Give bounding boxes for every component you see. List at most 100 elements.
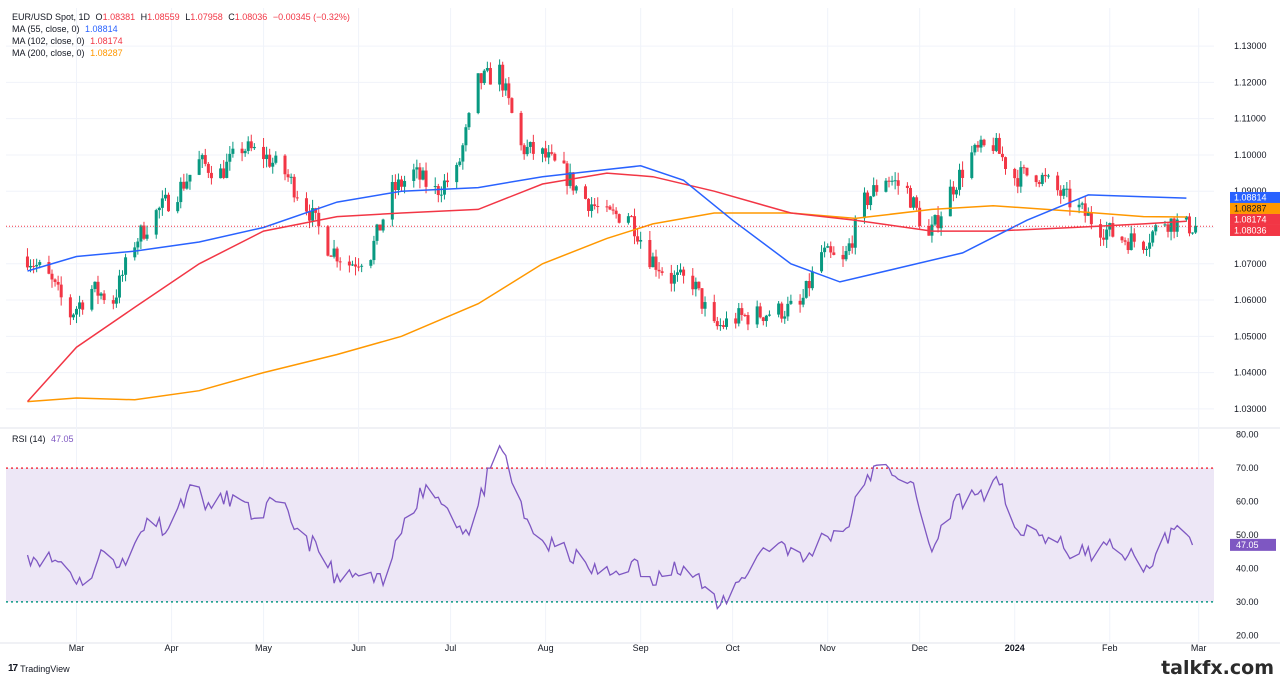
- ma55-legend[interactable]: MA (55, close, 0) 1.08814: [12, 24, 118, 34]
- candle-body: [347, 261, 351, 266]
- candle-body: [381, 219, 385, 231]
- candle-body: [482, 70, 486, 84]
- rsi-line: [26, 444, 1194, 611]
- price-tick-label: 1.12000: [1234, 77, 1267, 87]
- time-tick-label: 2024: [1005, 643, 1025, 653]
- candle-body: [948, 186, 952, 217]
- candle-body: [1016, 178, 1020, 187]
- open-value: 1.08381: [102, 12, 136, 22]
- candle-body: [114, 297, 118, 304]
- candle-body: [611, 209, 615, 211]
- candle-body: [826, 246, 830, 248]
- candle-body: [225, 161, 229, 178]
- candle-body: [372, 240, 376, 261]
- rsi-tick-label: 70.00: [1236, 463, 1259, 473]
- candle-body: [1105, 229, 1109, 240]
- candle-body: [176, 202, 180, 212]
- candle-body: [973, 144, 977, 153]
- candle-body: [357, 266, 361, 268]
- candle-body: [458, 161, 462, 165]
- candle-body: [697, 281, 701, 289]
- candle-body: [464, 127, 468, 146]
- candle-body: [810, 271, 814, 289]
- candle-body: [286, 174, 290, 178]
- price-tick-label: 1.03000: [1234, 404, 1267, 414]
- rsi-legend[interactable]: RSI (14) 47.05: [12, 434, 74, 444]
- candle-body: [308, 211, 312, 221]
- candle-body: [1062, 188, 1066, 196]
- candle-body: [1080, 203, 1084, 205]
- candle-body: [498, 64, 502, 85]
- candle-body: [654, 256, 658, 270]
- ma200-legend[interactable]: MA (200, close, 0) 1.08287: [12, 48, 123, 58]
- candle-body: [32, 265, 36, 267]
- candle-body: [243, 150, 247, 154]
- candle-body: [124, 257, 128, 275]
- candle-body: [691, 275, 695, 290]
- candle-body: [541, 148, 545, 154]
- candle-body: [1000, 153, 1004, 158]
- candle-body: [1145, 248, 1149, 250]
- candle-body: [163, 194, 167, 199]
- candle-body: [915, 197, 919, 208]
- candle-body: [139, 225, 143, 242]
- time-tick-label: Oct: [726, 643, 741, 653]
- candle-body: [531, 141, 535, 154]
- candle-body: [740, 308, 744, 315]
- candle-body: [396, 179, 400, 191]
- rsi-tick-label: 50.00: [1236, 530, 1259, 540]
- rsi-label: RSI (14): [12, 434, 46, 444]
- candle-body: [890, 180, 894, 182]
- candle-body: [896, 180, 900, 186]
- high-value: 1.08559: [147, 12, 180, 22]
- candle-body: [1086, 212, 1090, 216]
- candle-body: [200, 155, 204, 160]
- ma55-price-label-box: [1230, 191, 1280, 203]
- candle-body: [1172, 218, 1176, 232]
- candle-body: [718, 325, 722, 327]
- candle-body: [862, 192, 866, 219]
- candle-body: [1163, 224, 1167, 226]
- candle-body: [488, 68, 492, 85]
- candle-body: [884, 180, 888, 192]
- candle-body: [1141, 241, 1145, 250]
- candle-body: [1154, 225, 1158, 232]
- price-tick-label: 1.05000: [1234, 331, 1267, 341]
- candle-body: [1083, 203, 1087, 216]
- candle-body: [314, 208, 318, 213]
- candle-body: [369, 260, 373, 266]
- rsi-tick-label: 60.00: [1236, 497, 1259, 507]
- candle-body: [651, 256, 655, 268]
- candle-body: [412, 169, 416, 181]
- candle-body: [188, 174, 192, 182]
- time-tick-label: Dec: [912, 643, 929, 653]
- candle-body: [1151, 231, 1155, 243]
- ma102-value: 1.08174: [90, 36, 123, 46]
- change-value: −0.00345 (−0.32%): [272, 12, 350, 22]
- candle-body: [182, 181, 186, 189]
- candle-body: [875, 185, 879, 192]
- ma102-legend[interactable]: MA (102, close, 0) 1.08174: [12, 36, 123, 46]
- candle-body: [1126, 241, 1130, 251]
- candle-body: [1102, 237, 1106, 240]
- candle-body: [605, 206, 609, 208]
- candle-body: [737, 308, 741, 324]
- ma55-value: 1.08814: [85, 24, 118, 34]
- candle-body: [433, 186, 437, 188]
- candle-body: [841, 254, 845, 260]
- candle-body: [206, 163, 210, 173]
- candle-body: [442, 180, 446, 195]
- candle-body: [636, 236, 640, 242]
- candle-body: [338, 261, 342, 263]
- price-tick-label: 1.11000: [1234, 114, 1266, 124]
- candle-body: [786, 303, 790, 317]
- candle-body: [222, 168, 226, 178]
- tradingview-brand[interactable]: 17 TradingView: [8, 663, 70, 674]
- candle-body: [764, 315, 768, 322]
- candle-body: [614, 210, 618, 215]
- candle-body: [550, 152, 554, 154]
- ma200-value: 1.08287: [90, 48, 123, 58]
- candle-body: [571, 172, 575, 191]
- candle-body: [501, 64, 505, 91]
